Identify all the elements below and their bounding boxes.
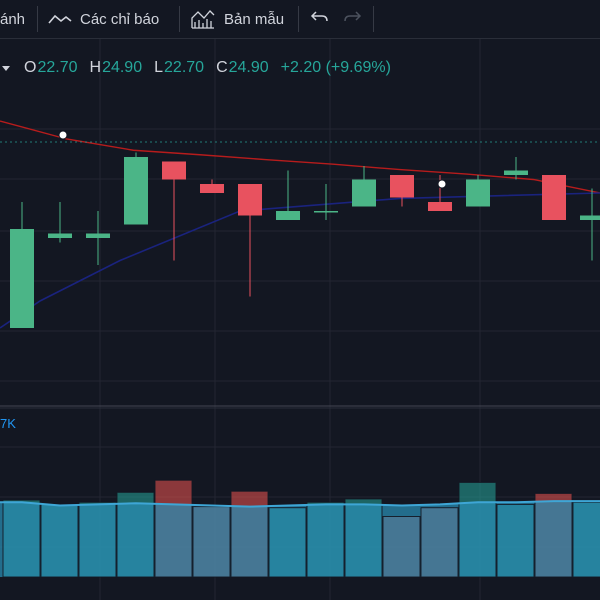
candle-body [542, 175, 566, 220]
redo-button[interactable] [342, 0, 362, 38]
volume-bars [0, 479, 600, 578]
candle-body [428, 202, 452, 211]
templates-label: Bản mẫu [224, 10, 285, 28]
volume-bar-outline [496, 503, 535, 578]
candle-body [162, 161, 186, 180]
low-label: L [154, 59, 164, 76]
open-label: O [24, 59, 37, 76]
high-value: 24.90 [102, 59, 143, 76]
candle-body [504, 170, 528, 175]
candles [10, 152, 600, 328]
candle-body [86, 233, 110, 238]
ma-marker [437, 179, 447, 189]
volume-ma-line [0, 500, 600, 508]
candle-body [276, 211, 300, 220]
candle-body [10, 229, 34, 328]
volume-bar-outline [382, 516, 421, 578]
candle-body [466, 179, 490, 207]
toolbar-divider [373, 6, 374, 32]
candle-body [314, 211, 338, 213]
volume-bar-outline [230, 490, 269, 578]
close-value: 24.90 [228, 59, 269, 76]
ma-marker [58, 130, 68, 140]
candle-body [48, 233, 72, 238]
candle-body [352, 179, 376, 207]
redo-icon [342, 9, 362, 29]
volume-bar-outline [458, 481, 497, 578]
volume-bar-outline [306, 501, 345, 578]
volume-bar-outline [116, 491, 155, 578]
ohlc-legend: O 22.70 H 24.90 L 22.70 C 24.90 +2.20 (+… [0, 56, 391, 80]
high-label: H [89, 59, 102, 76]
candle-body [124, 157, 148, 225]
templates-icon [190, 8, 216, 30]
candle-body [200, 184, 224, 193]
candle-body [238, 184, 262, 216]
undo-icon [310, 9, 330, 29]
open-value: 22.70 [37, 59, 78, 76]
change-value: +2.20 (+9.69%) [280, 59, 391, 76]
close-label: C [216, 59, 228, 76]
chart-type-button[interactable]: ánh [0, 0, 25, 38]
chart-type-label: ánh [0, 10, 26, 28]
top-toolbar: ánh Các chỉ báo Bản mẫu [0, 0, 600, 39]
volume-bar-outline [40, 503, 79, 578]
ma-long-line [0, 120, 600, 194]
volume-bar-outline [268, 507, 307, 578]
volume-ma-area [0, 501, 600, 577]
volume-bar-outline [420, 507, 459, 578]
line-wave-icon [48, 12, 72, 26]
volume-label: 7K [0, 416, 16, 431]
toolbar-divider [179, 6, 180, 32]
volume-bar-outline [154, 479, 193, 578]
templates-button[interactable]: Bản mẫu [190, 0, 284, 38]
volume-bar-outline [534, 492, 573, 578]
volume-bar-outline [572, 501, 600, 578]
toolbar-divider [298, 6, 299, 32]
volume-bar-outline [2, 499, 41, 578]
indicators-button[interactable]: Các chỉ báo [48, 0, 159, 38]
low-value: 22.70 [164, 59, 205, 76]
undo-button[interactable] [310, 0, 330, 38]
price-chart[interactable] [0, 39, 600, 600]
candle-body [390, 175, 414, 198]
candle-body [580, 215, 600, 220]
toolbar-divider [37, 6, 38, 32]
volume-bar-outline [78, 501, 117, 578]
volume-bar-outline [192, 506, 231, 578]
indicators-label: Các chỉ báo [80, 10, 160, 28]
volume-bar-outline [344, 498, 383, 578]
chevron-down-icon[interactable] [2, 65, 10, 71]
